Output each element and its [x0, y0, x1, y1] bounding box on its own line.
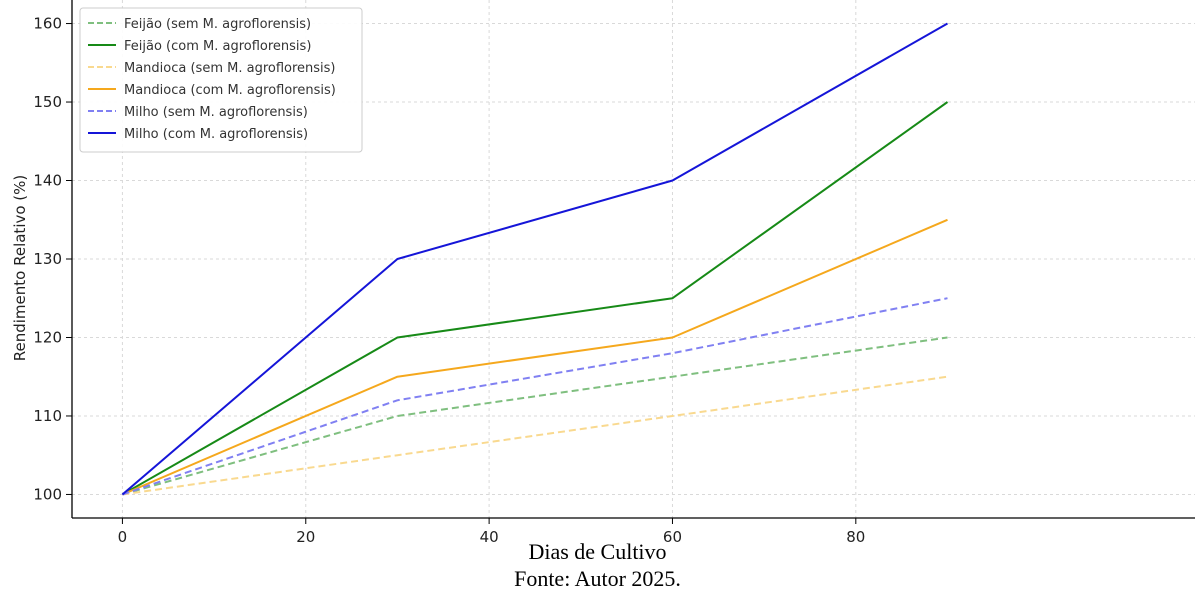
- legend-label: Milho (com M. agroflorensis): [124, 127, 308, 142]
- series-line-3: [122, 375, 948, 496]
- x-axis-label: Dias de Cultivo: [528, 539, 667, 564]
- y-axis-label: Rendimento Relativo (%): [11, 175, 29, 362]
- legend-label: Mandioca (sem M. agroflorensis): [124, 61, 336, 76]
- x-tick-label: 80: [846, 528, 865, 546]
- y-tick-label: 130: [33, 250, 62, 268]
- series-line-6: [121, 22, 948, 496]
- series-line-2: [121, 101, 949, 496]
- legend-label: Mandioca (com M. agroflorensis): [124, 83, 336, 98]
- x-tick-label: 40: [480, 528, 499, 546]
- series-line-5: [122, 297, 948, 496]
- series-line-1: [122, 336, 948, 496]
- legend: Feijão (sem M. agroflorensis) Feijão (com…: [79, 7, 363, 153]
- y-tick-label: 150: [33, 93, 62, 111]
- tick-labels: 0 20 40 60 80 100 110 120 130 140 150 160: [33, 15, 865, 546]
- source-caption: Fonte: Autor 2025.: [514, 566, 681, 591]
- x-tick-label: 60: [663, 528, 682, 546]
- legend-label: Milho (sem M. agroflorensis): [124, 105, 308, 120]
- y-tick-label: 120: [33, 328, 62, 346]
- axes: [66, 0, 1195, 524]
- series-lines: [121, 22, 949, 496]
- y-tick-label: 100: [33, 485, 62, 503]
- legend-label: Feijão (sem M. agroflorensis): [124, 17, 311, 32]
- x-tick-label: 0: [118, 528, 128, 546]
- legend-label: Feijão (com M. agroflorensis): [124, 39, 311, 54]
- series-line-4: [122, 218, 948, 496]
- y-tick-label: 160: [33, 15, 62, 33]
- x-tick-label: 20: [296, 528, 315, 546]
- y-tick-label: 110: [33, 407, 62, 425]
- legend-box: [79, 7, 363, 153]
- y-tick-label: 140: [33, 172, 62, 190]
